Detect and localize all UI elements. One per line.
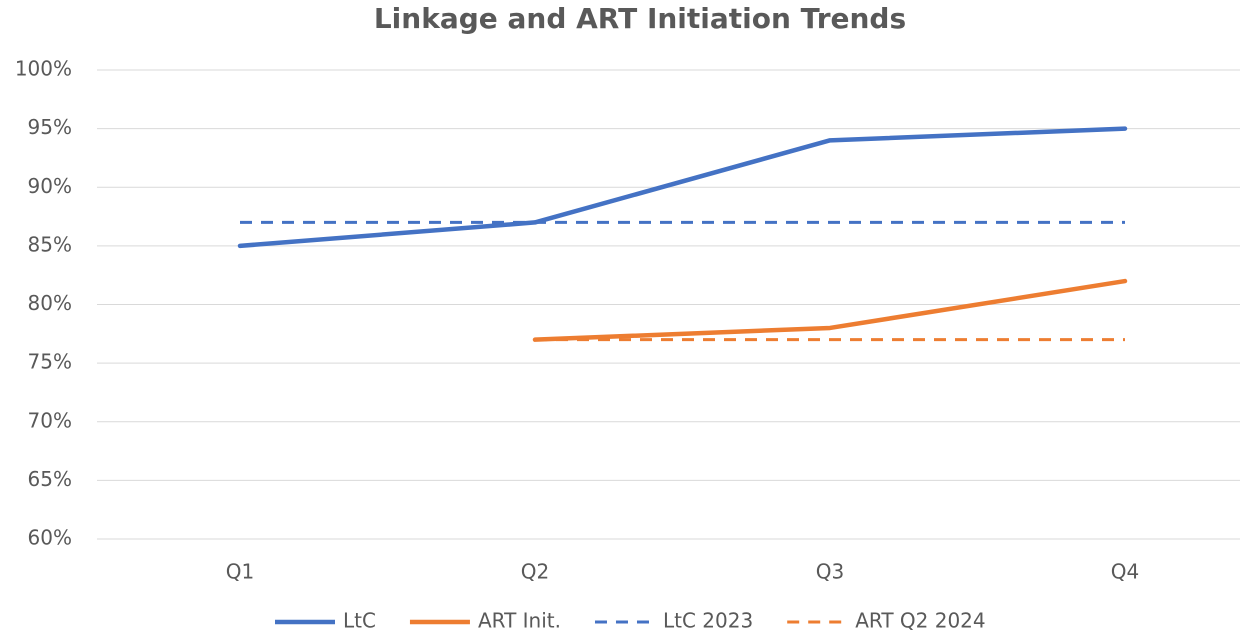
chart-title: Linkage and ART Initiation Trends: [374, 2, 906, 35]
x-tick-label: Q2: [521, 560, 549, 584]
y-tick-label: 95%: [28, 115, 72, 139]
y-tick-label: 85%: [28, 232, 72, 256]
y-tick-label: 75%: [28, 350, 72, 374]
y-tick-label: 80%: [28, 291, 72, 315]
x-tick-label: Q4: [1111, 560, 1139, 584]
y-tick-label: 65%: [28, 467, 72, 491]
y-tick-label: 100%: [15, 57, 72, 81]
legend-label: ART Q2 2024: [855, 609, 985, 633]
series-line: [532, 278, 1128, 342]
legend-label: LtC 2023: [663, 609, 753, 633]
x-tick-label: Q1: [226, 560, 254, 584]
y-tick-label: 70%: [28, 408, 72, 432]
legend-label: ART Init.: [478, 609, 561, 633]
legend-label: LtC: [343, 609, 376, 633]
y-tick-label: 90%: [28, 174, 72, 198]
x-tick-label: Q3: [816, 560, 844, 584]
y-tick-label: 60%: [28, 526, 72, 550]
series-line: [237, 126, 1128, 249]
